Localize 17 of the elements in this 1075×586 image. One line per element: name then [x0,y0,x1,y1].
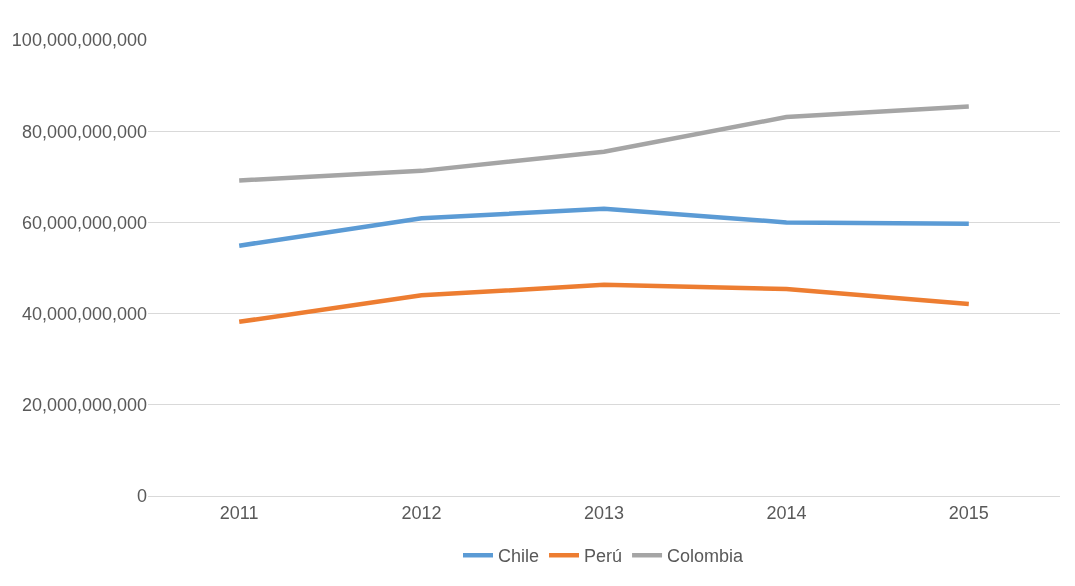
x-tick-label: 2014 [766,502,807,523]
y-tick-label: 20,000,000,000 [21,395,147,416]
y-tick-label: 40,000,000,000 [21,303,147,324]
y-tick-label: 80,000,000,000 [21,121,147,142]
line-series [236,206,972,248]
y-tick-label: 0 [136,486,147,507]
line-series [236,282,972,325]
x-tick-label: 2012 [401,502,442,523]
x-tick-label: 2015 [948,502,989,523]
legend-label: Chile [498,546,540,567]
line-series [236,104,972,183]
y-tick-label: 60,000,000,000 [21,212,147,233]
legend-label: Colombia [667,546,745,567]
x-tick-label: 2013 [583,502,625,523]
legend-label: Perú [584,546,623,567]
x-tick-label: 2011 [219,502,259,523]
y-tick-label: 100,000,000,000 [11,30,147,51]
